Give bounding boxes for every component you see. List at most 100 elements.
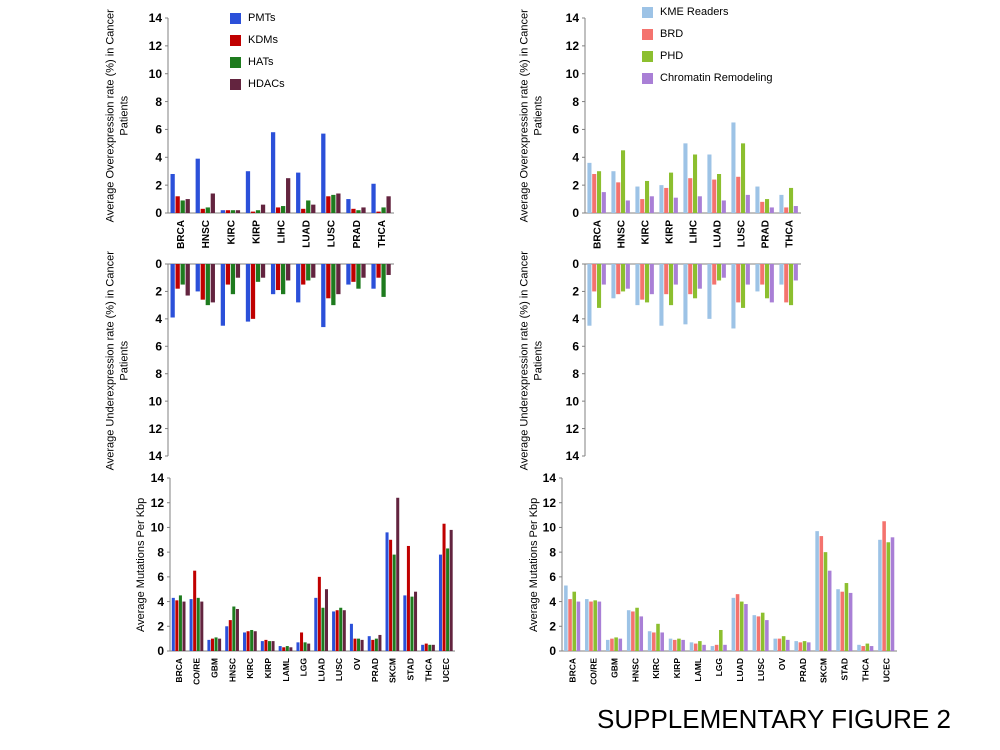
overexpression-right-canvas: 0 2 4 6 8 10 12 14 BRCA HNSC KIRC KIRP LIHC LUAD LUSC P…: [566, 11, 801, 249]
legend-swatch-icon: [642, 29, 653, 40]
bar-PMTs-UCEC: [438, 554, 442, 651]
bar-HATs-THCA: [428, 644, 432, 651]
bar-KDMs-LIHC: [275, 207, 281, 213]
bar-PHD-PRAD: [802, 641, 807, 651]
bar-PMTs-KIRC: [220, 264, 225, 326]
y-tick-label: 14: [543, 471, 557, 485]
bar-KDMs-LAML: [282, 647, 286, 651]
ylabel-underexpression-right: Average Underexpression rate (%) in Canc…: [518, 251, 544, 471]
bar-Chromatin Remodeling-LUSC: [745, 264, 750, 285]
bar-Chromatin Remodeling-HNSC: [625, 264, 630, 289]
bar-BRD-LUSC: [736, 176, 741, 213]
bar-KDMs-KIRP: [250, 264, 256, 319]
y-tick-label: 4: [155, 312, 162, 326]
x-category-label: UCEC: [441, 658, 451, 682]
bar-HDACs-LIHC: [286, 178, 291, 213]
bar-PHD-KIRC: [645, 264, 650, 303]
bar-BRD-SKCM: [819, 536, 824, 651]
bar-BRD-KIRC: [640, 199, 645, 213]
bar-HATs-KIRC: [230, 210, 236, 213]
legend-swatch-icon: [642, 73, 653, 84]
bar-KME Readers-KIRC: [647, 631, 652, 651]
bar-Chromatin Remodeling-LAML: [702, 644, 706, 651]
bar-Chromatin Remodeling-THCA: [793, 264, 798, 281]
bar-PMTs-HNSC: [195, 264, 200, 292]
bar-KME Readers-PRAD: [755, 186, 760, 213]
bar-BRD-HNSC: [631, 611, 635, 651]
bar-PMTs-STAD: [403, 595, 407, 651]
bar-KDMs-BRCA: [175, 264, 180, 289]
bar-PMTs-KIRC: [220, 210, 225, 213]
y-tick-label: 12: [149, 39, 163, 53]
bar-KDMs-KIRP: [264, 639, 268, 651]
legend-item-HATs: HATs: [230, 56, 285, 69]
bar-KME Readers-LUAD: [707, 264, 712, 319]
bar-PHD-KIRP: [669, 264, 674, 306]
mutations-chart-left: 0 2 4 6 8 10 12 14 BRCA CO/RE GBM HNSC KIRC KIRP LAML L…: [126, 468, 461, 705]
bar-BRD-PRAD: [760, 201, 765, 213]
bar-PHD-KIRC: [656, 623, 660, 651]
bar-BRD-KIRP: [672, 639, 677, 651]
y-tick-label: 6: [549, 570, 556, 584]
bar-HATs-LIHC: [281, 264, 286, 295]
bar-Chromatin Remodeling-LUSC: [745, 194, 750, 213]
y-tick-label: 10: [149, 67, 163, 81]
bar-Chromatin Remodeling-LIHC: [697, 264, 702, 289]
bar-HATs-LUAD: [306, 264, 311, 281]
y-tick-label: 10: [151, 521, 165, 535]
bar-HATs-KIRP: [267, 641, 271, 651]
bar-Chromatin Remodeling-UCEC: [890, 537, 895, 651]
x-category-label: BRCA: [176, 220, 187, 249]
x-category-label: LUAD: [316, 658, 326, 682]
bar-Chromatin Remodeling-PRAD: [806, 642, 811, 651]
bar-KDMs-LUAD: [301, 264, 306, 285]
bar-PHD-LUAD: [717, 264, 722, 281]
legend-writers-erasers: PMTs KDMs HATs HDACs: [230, 12, 285, 91]
bar-KDMs-LUAD: [317, 576, 321, 651]
x-category-label: LUSC: [756, 658, 766, 681]
bar-PMTs-PRAD: [346, 264, 351, 285]
bar-HATs-LUAD: [306, 200, 311, 213]
bar-PHD-STAD: [844, 583, 849, 651]
y-tick-label: 10: [566, 394, 580, 408]
bar-BRD-HNSC: [616, 182, 621, 213]
x-category-label: KIRC: [226, 220, 237, 244]
bar-Chromatin Remodeling-LUSC: [765, 620, 769, 651]
bar-BRD-HNSC: [616, 264, 621, 295]
y-tick-label: 6: [572, 123, 579, 137]
bar-HDACs-LIHC: [286, 264, 291, 281]
bar-BRD-THCA: [861, 646, 865, 651]
bar-BRD-LAML: [693, 643, 698, 651]
x-category-label: HNSC: [630, 658, 640, 682]
y-tick-label: 6: [572, 339, 579, 353]
legend-item-HDACs: HDACs: [230, 78, 285, 91]
bar-HATs-CO/RE: [196, 597, 200, 651]
bar-PMTs-LUSC: [332, 611, 336, 651]
bar-HDACs-STAD: [414, 591, 418, 651]
bar-Chromatin Remodeling-PRAD: [769, 264, 774, 303]
y-tick-label: 14: [151, 471, 165, 485]
bar-KDMs-BRCA: [175, 196, 180, 213]
bar-HDACs-THCA: [386, 196, 391, 213]
bar-PHD-GBM: [614, 637, 618, 651]
y-tick-label: 0: [572, 258, 579, 271]
bar-PHD-HNSC: [621, 150, 626, 213]
y-tick-label: 8: [549, 545, 556, 559]
bar-KDMs-GBM: [210, 638, 214, 651]
bar-HDACs-LUSC: [336, 193, 341, 213]
bar-HDACs-THCA: [431, 644, 435, 651]
bar-HDACs-PRAD: [361, 264, 366, 278]
bar-HATs-BRCA: [180, 200, 185, 213]
bar-PMTs-LUSC: [321, 264, 326, 328]
y-tick-label: 8: [572, 95, 579, 109]
legend-label: PMTs: [248, 12, 276, 24]
bar-HDACs-KIRP: [260, 264, 266, 278]
bar-KDMs-PRAD: [351, 264, 356, 282]
bar-PMTs-THCA: [421, 644, 425, 651]
y-tick-label: 4: [155, 150, 162, 164]
figure-caption: SUPPLEMENTARY FIGURE 2: [597, 704, 951, 734]
bar-KME Readers-BRCA: [587, 264, 592, 326]
bar-KME Readers-LUAD: [731, 597, 736, 651]
bar-HDACs-BRCA: [185, 264, 190, 296]
x-category-label: CO/RE: [588, 658, 598, 685]
